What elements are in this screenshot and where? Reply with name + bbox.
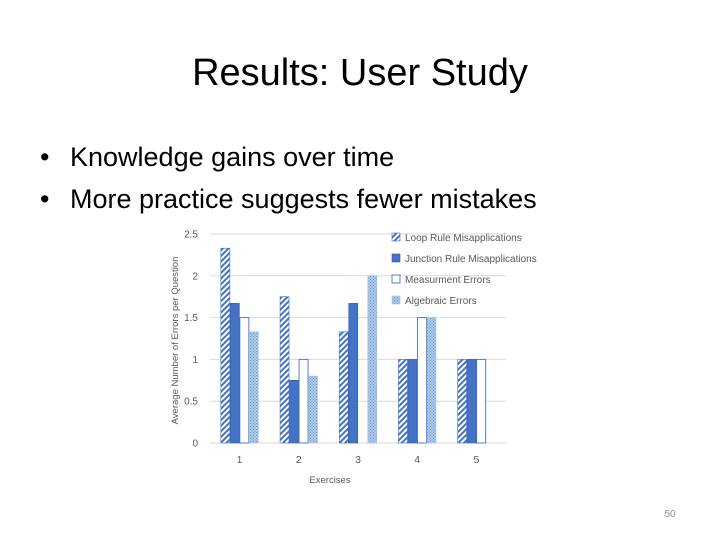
bullet-list: • Knowledge gains over time • More pract… bbox=[40, 136, 537, 220]
bar bbox=[367, 275, 378, 444]
slide-title: Results: User Study bbox=[192, 52, 528, 94]
bullet-item: • Knowledge gains over time bbox=[40, 136, 537, 178]
x-tick-label: 4 bbox=[414, 454, 420, 466]
bullet-dot-icon: • bbox=[40, 184, 50, 214]
bullet-dot-icon: • bbox=[40, 142, 50, 172]
bar bbox=[279, 296, 290, 444]
x-tick-label: 5 bbox=[473, 454, 479, 466]
legend-swatch bbox=[391, 253, 401, 263]
y-tick-label: 1.5 bbox=[184, 313, 198, 324]
bar bbox=[220, 247, 231, 444]
bar bbox=[476, 358, 487, 444]
bar bbox=[249, 331, 259, 444]
bullet-text: More practice suggests fewer mistakes bbox=[70, 184, 537, 214]
bar bbox=[466, 359, 477, 444]
y-tick-label: 2.5 bbox=[184, 230, 198, 241]
bar bbox=[348, 303, 359, 444]
bar bbox=[298, 358, 309, 444]
x-tick-label: 1 bbox=[237, 454, 243, 466]
legend-label: Algebraic Errors bbox=[405, 296, 477, 307]
y-axis-label: Average Number of Errors per Question bbox=[170, 257, 181, 425]
bar bbox=[457, 359, 467, 444]
slide-number: 50 bbox=[664, 509, 676, 520]
x-axis-label: Exercises bbox=[309, 475, 350, 486]
bar bbox=[289, 380, 299, 444]
bar-chart: 0 0.5 1 1.5 2 2.5 1 2 3 4 5 Exercises Average Number… bbox=[170, 230, 537, 487]
legend-label: Loop Rule Misapplications bbox=[405, 233, 522, 244]
bullet-item: • More practice suggests fewer mistakes bbox=[40, 178, 537, 220]
x-tick-label: 2 bbox=[296, 454, 302, 466]
legend-label: Measurment Errors bbox=[405, 275, 491, 286]
bullet-text: Knowledge gains over time bbox=[70, 142, 395, 172]
bar bbox=[426, 317, 437, 444]
legend-label: Junction Rule Misapplications bbox=[405, 254, 537, 265]
bar bbox=[338, 331, 349, 444]
y-tick-label: 0.5 bbox=[184, 397, 198, 408]
bar bbox=[308, 375, 318, 444]
bar bbox=[230, 303, 240, 444]
bar bbox=[239, 317, 250, 444]
y-tick-label: 0 bbox=[192, 439, 198, 450]
bar bbox=[417, 317, 427, 444]
legend-swatch bbox=[391, 232, 401, 242]
bar bbox=[398, 359, 408, 444]
bar bbox=[407, 359, 418, 444]
y-tick-label: 2 bbox=[192, 271, 198, 282]
y-tick-label: 1 bbox=[192, 355, 198, 366]
legend-swatch bbox=[391, 274, 401, 284]
legend-swatch bbox=[391, 295, 401, 305]
x-tick-label: 3 bbox=[355, 454, 361, 466]
